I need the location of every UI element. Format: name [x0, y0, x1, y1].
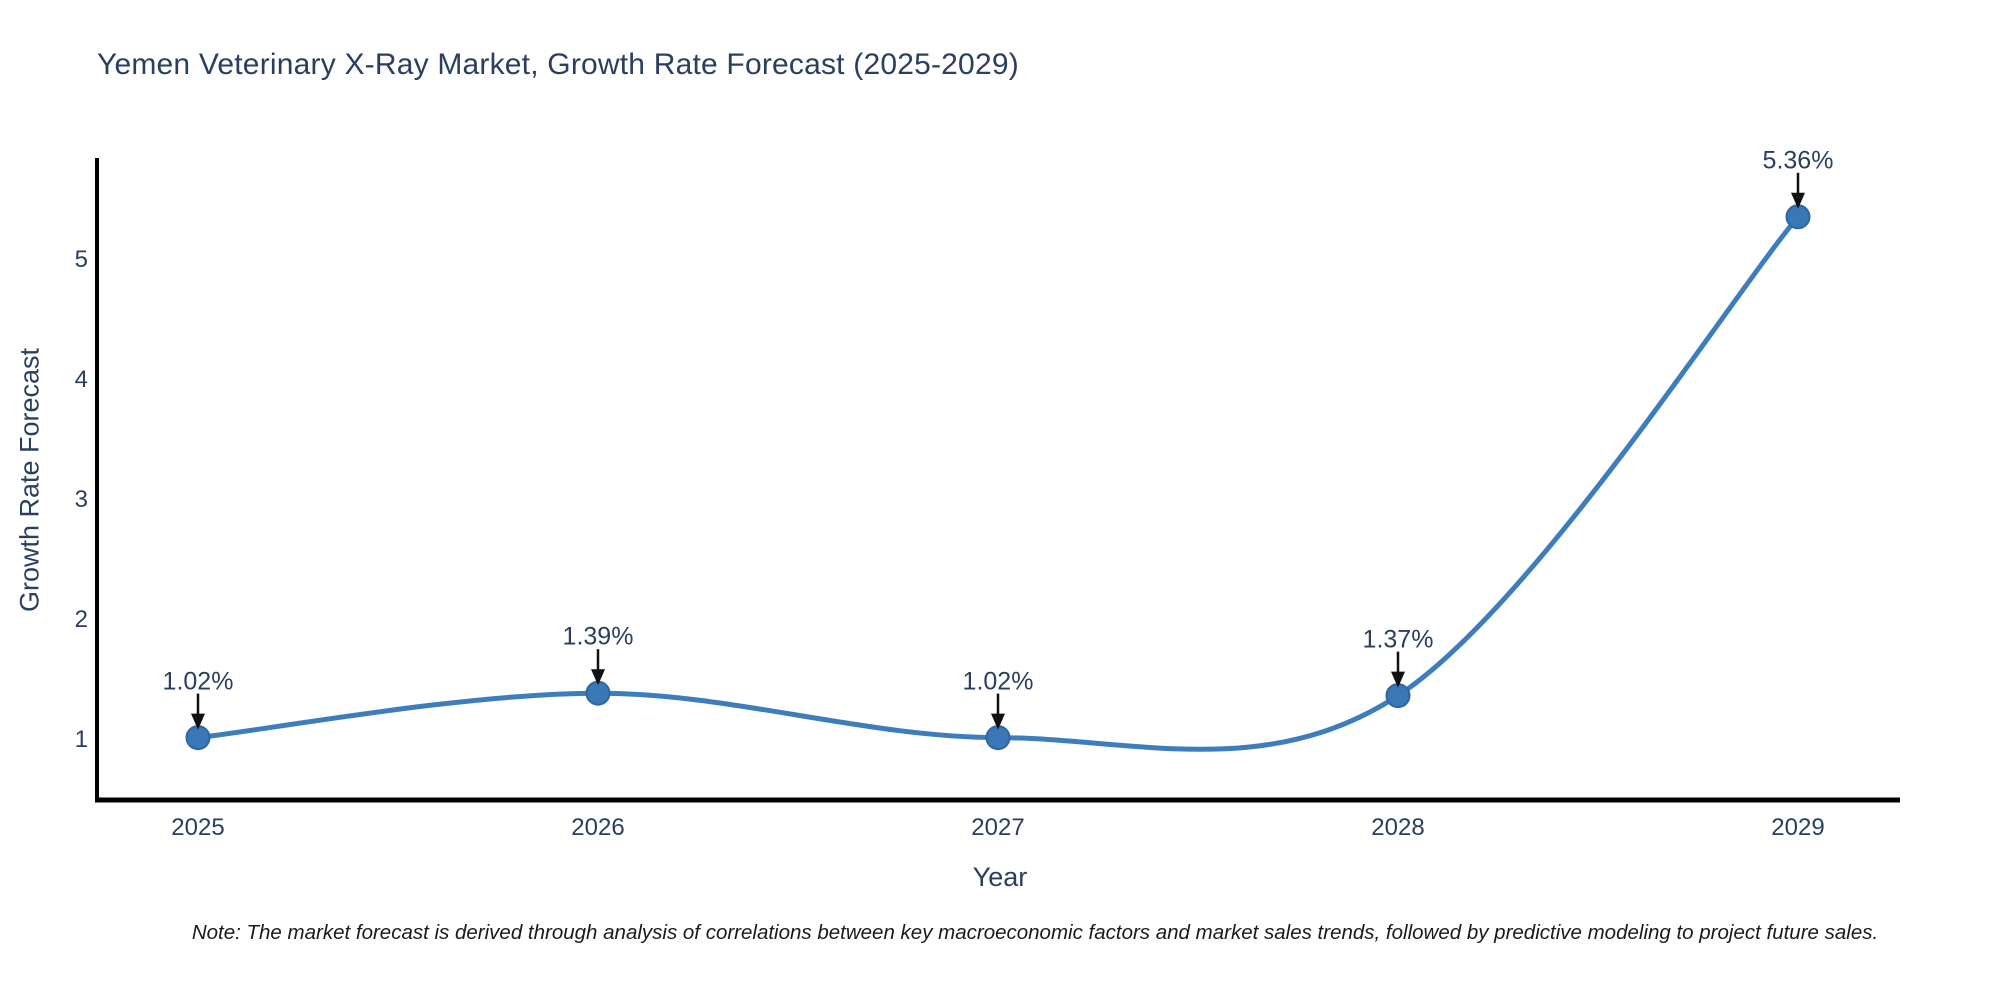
- x-tick-label: 2028: [1371, 814, 1425, 841]
- footnote: Note: The market forecast is derived thr…: [191, 921, 1879, 944]
- y-tick-label: 5: [74, 246, 88, 273]
- annotation-arrowhead: [591, 669, 605, 686]
- point-value-label: 1.37%: [1362, 625, 1434, 654]
- y-tick-label: 1: [74, 726, 88, 753]
- point-value-label: 1.02%: [962, 667, 1034, 696]
- series-line: [195, 214, 1801, 752]
- y-tick-label: 3: [74, 486, 88, 513]
- x-tick-label: 2027: [971, 814, 1025, 841]
- chart-title: Yemen Veterinary X-Ray Market, Growth Ra…: [97, 48, 1019, 81]
- y-tick-label: 2: [74, 606, 88, 633]
- x-tick-label: 2025: [171, 814, 225, 841]
- y-tick-label: 4: [74, 366, 88, 393]
- annotation-arrowhead: [1791, 192, 1805, 209]
- point-value-label: 1.02%: [162, 667, 234, 696]
- x-axis-title: Year: [972, 862, 1028, 892]
- x-tick-label: 2026: [571, 814, 625, 841]
- annotation-arrowhead: [1391, 671, 1405, 688]
- annotation-arrowhead: [191, 713, 205, 730]
- annotation-arrowhead: [991, 713, 1005, 730]
- x-tick-label: 2029: [1771, 814, 1825, 841]
- point-value-label: 5.36%: [1762, 146, 1834, 175]
- point-value-label: 1.39%: [562, 622, 634, 651]
